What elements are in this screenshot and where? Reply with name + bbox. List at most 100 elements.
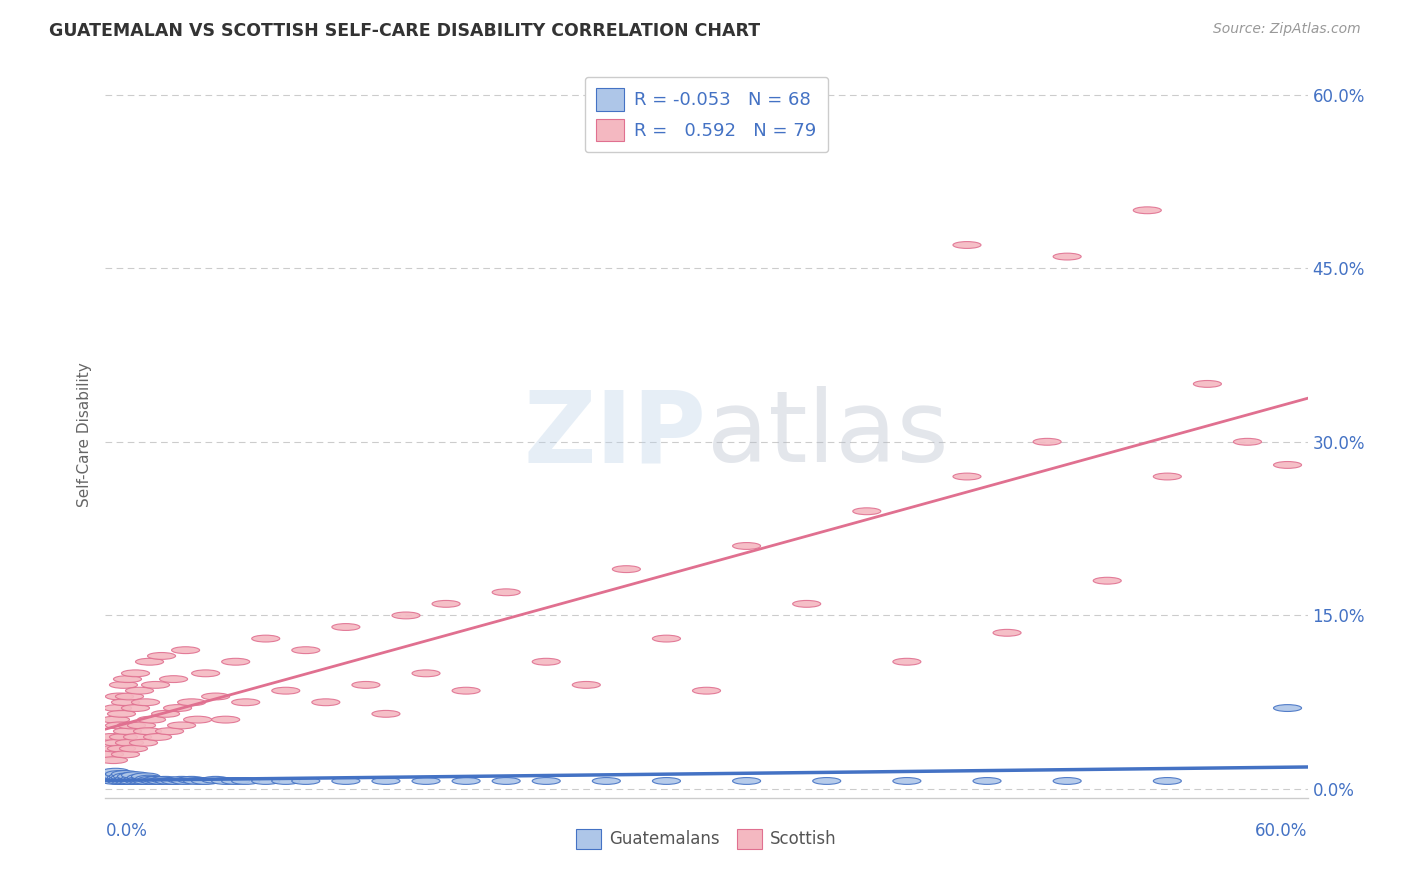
Ellipse shape	[111, 698, 139, 706]
Ellipse shape	[107, 745, 135, 752]
Ellipse shape	[125, 778, 153, 784]
Ellipse shape	[1133, 207, 1161, 214]
Ellipse shape	[105, 693, 134, 700]
Ellipse shape	[97, 733, 125, 740]
Ellipse shape	[167, 722, 195, 729]
Ellipse shape	[104, 705, 132, 712]
Ellipse shape	[1153, 473, 1181, 480]
Ellipse shape	[100, 772, 128, 779]
Ellipse shape	[134, 728, 162, 735]
Ellipse shape	[373, 710, 399, 717]
Ellipse shape	[128, 776, 156, 783]
Ellipse shape	[159, 675, 187, 682]
Ellipse shape	[134, 778, 162, 784]
Ellipse shape	[492, 778, 520, 784]
Ellipse shape	[111, 771, 139, 778]
Ellipse shape	[115, 778, 143, 784]
Ellipse shape	[124, 776, 152, 783]
Ellipse shape	[143, 733, 172, 740]
Ellipse shape	[105, 771, 134, 778]
Ellipse shape	[121, 705, 149, 712]
Ellipse shape	[101, 745, 129, 752]
Ellipse shape	[132, 776, 159, 783]
Ellipse shape	[124, 733, 152, 740]
Ellipse shape	[104, 775, 132, 782]
Ellipse shape	[733, 542, 761, 549]
Ellipse shape	[96, 774, 124, 780]
Ellipse shape	[135, 775, 163, 782]
Ellipse shape	[1194, 381, 1222, 387]
Ellipse shape	[120, 778, 148, 784]
Ellipse shape	[118, 776, 146, 783]
Ellipse shape	[392, 612, 420, 619]
Ellipse shape	[184, 716, 212, 723]
Ellipse shape	[101, 768, 129, 775]
Ellipse shape	[114, 776, 142, 783]
Ellipse shape	[312, 698, 340, 706]
Ellipse shape	[953, 473, 981, 480]
Ellipse shape	[652, 778, 681, 784]
Text: 60.0%: 60.0%	[1256, 822, 1308, 839]
Ellipse shape	[373, 778, 399, 784]
Ellipse shape	[129, 739, 157, 747]
Ellipse shape	[107, 710, 135, 717]
Ellipse shape	[733, 778, 761, 784]
Ellipse shape	[252, 635, 280, 642]
Ellipse shape	[271, 687, 299, 694]
Ellipse shape	[115, 739, 143, 747]
Ellipse shape	[135, 658, 163, 665]
Ellipse shape	[142, 681, 170, 689]
Ellipse shape	[973, 778, 1001, 784]
Ellipse shape	[953, 242, 981, 249]
Ellipse shape	[332, 778, 360, 784]
Ellipse shape	[107, 774, 135, 780]
Ellipse shape	[1053, 778, 1081, 784]
Ellipse shape	[111, 774, 139, 780]
Ellipse shape	[271, 778, 299, 784]
Ellipse shape	[156, 728, 184, 735]
Legend: Guatemalans, Scottish: Guatemalans, Scottish	[567, 819, 846, 859]
Ellipse shape	[177, 698, 205, 706]
Ellipse shape	[853, 508, 880, 515]
Ellipse shape	[114, 773, 142, 780]
Ellipse shape	[138, 776, 166, 783]
Ellipse shape	[572, 681, 600, 689]
Ellipse shape	[118, 773, 146, 780]
Ellipse shape	[162, 778, 190, 784]
Ellipse shape	[232, 778, 260, 784]
Ellipse shape	[533, 658, 560, 665]
Ellipse shape	[1274, 705, 1302, 712]
Ellipse shape	[101, 716, 129, 723]
Ellipse shape	[163, 705, 191, 712]
Ellipse shape	[432, 600, 460, 607]
Ellipse shape	[152, 776, 180, 783]
Ellipse shape	[492, 589, 520, 596]
Ellipse shape	[201, 776, 229, 783]
Ellipse shape	[121, 775, 149, 782]
Ellipse shape	[232, 698, 260, 706]
Ellipse shape	[132, 773, 159, 780]
Ellipse shape	[142, 778, 170, 784]
Ellipse shape	[143, 776, 172, 783]
Ellipse shape	[212, 716, 239, 723]
Ellipse shape	[110, 681, 138, 689]
Ellipse shape	[993, 630, 1021, 636]
Ellipse shape	[100, 756, 128, 764]
Ellipse shape	[893, 658, 921, 665]
Ellipse shape	[129, 778, 157, 784]
Y-axis label: Self-Care Disability: Self-Care Disability	[77, 362, 93, 508]
Text: 0.0%: 0.0%	[105, 822, 148, 839]
Ellipse shape	[111, 751, 139, 758]
Ellipse shape	[1274, 461, 1302, 468]
Ellipse shape	[121, 670, 149, 677]
Ellipse shape	[191, 670, 219, 677]
Ellipse shape	[125, 687, 153, 694]
Ellipse shape	[120, 745, 148, 752]
Text: atlas: atlas	[707, 386, 948, 483]
Ellipse shape	[893, 778, 921, 784]
Ellipse shape	[110, 773, 138, 780]
Ellipse shape	[111, 778, 139, 784]
Ellipse shape	[172, 778, 200, 784]
Ellipse shape	[177, 776, 205, 783]
Ellipse shape	[352, 681, 380, 689]
